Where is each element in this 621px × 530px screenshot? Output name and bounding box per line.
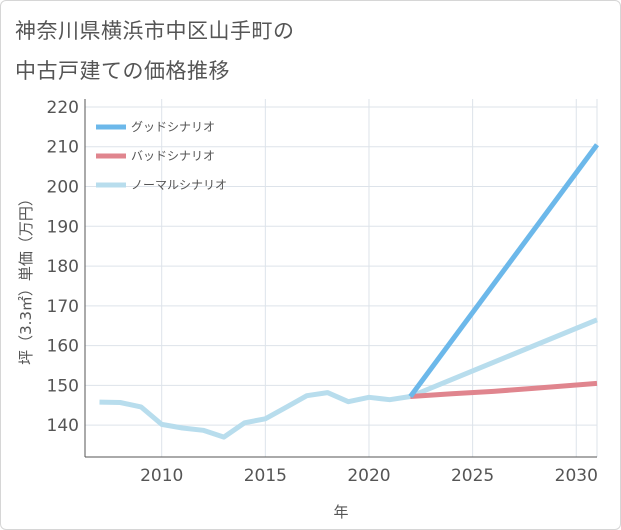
x-tick-label: 2025	[451, 466, 494, 486]
chart-title-line-2: 中古戸建ての価格推移	[15, 59, 230, 83]
series-line-bad	[410, 380, 598, 399]
grid	[85, 99, 598, 457]
y-tick-label: 150	[47, 376, 79, 396]
legend-label-bad: バッドシナリオ	[131, 149, 215, 163]
legend-label-normal: ノーマルシナリオ	[131, 178, 227, 192]
x-tick-label: 2015	[244, 466, 287, 486]
x-tick-label: 2020	[347, 466, 390, 486]
y-tick-label: 180	[47, 257, 79, 277]
y-tick-label: 140	[47, 416, 79, 436]
y-axis-title: 坪（3.3㎡）単価（万円）	[17, 191, 35, 365]
series-line-good	[408, 143, 600, 398]
x-axis-title: 年	[333, 503, 348, 521]
y-tick-label: 210	[47, 138, 79, 158]
x-tick-label: 2010	[140, 466, 183, 486]
series-lines	[99, 143, 600, 440]
chart-title-line-1: 神奈川県横浜市中区山手町の	[15, 19, 295, 43]
y-tick-label: 220	[47, 98, 79, 118]
axes: 140 150 160 170 180 190 200 210 220 2010 2015 2020 2…	[47, 98, 598, 486]
y-tick-label: 170	[47, 297, 79, 317]
x-tick-label: 2030	[555, 466, 598, 486]
y-tick-label: 190	[47, 217, 79, 237]
y-tick-label: 200	[47, 178, 79, 198]
legend-label-good: グッドシナリオ	[131, 120, 215, 134]
series-line-normal	[99, 317, 598, 440]
y-tick-label: 160	[47, 337, 79, 357]
